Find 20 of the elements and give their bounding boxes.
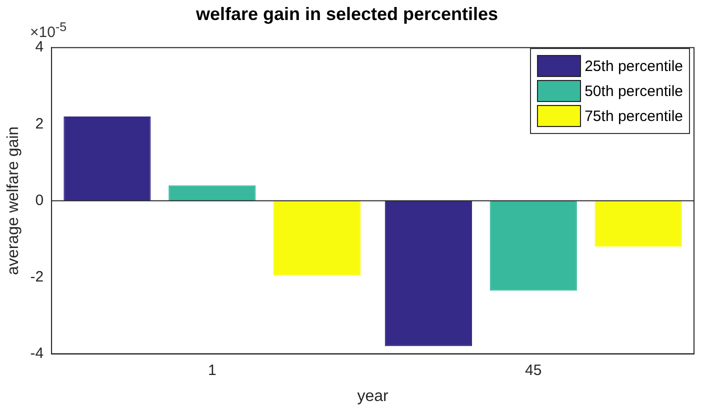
y-tick-label: 2 [35, 115, 44, 132]
legend-label: 75th percentile [584, 108, 683, 124]
bar [490, 200, 577, 291]
bar [594, 200, 682, 247]
chart-title: welfare gain in selected percentiles [194, 4, 498, 24]
y-tick-label: 4 [35, 38, 44, 56]
bar [274, 200, 361, 276]
y-tick-label: -2 [30, 268, 44, 286]
x-tick-label: 45 [525, 362, 542, 379]
bar [64, 116, 151, 201]
bar [384, 200, 472, 346]
bar [168, 185, 256, 201]
x-axis-title: year [357, 388, 390, 405]
y-axis-title: average welfare gain [5, 126, 22, 275]
legend-label: 50th percentile [584, 82, 683, 100]
text: ×10$^{-5}$ [30, 20, 67, 41]
legend-label: 25th percentile [584, 58, 683, 74]
y-tick-label: -4 [30, 344, 44, 362]
y-tick-label: 0 [35, 192, 44, 209]
x-tick-label: 1 [208, 362, 216, 379]
